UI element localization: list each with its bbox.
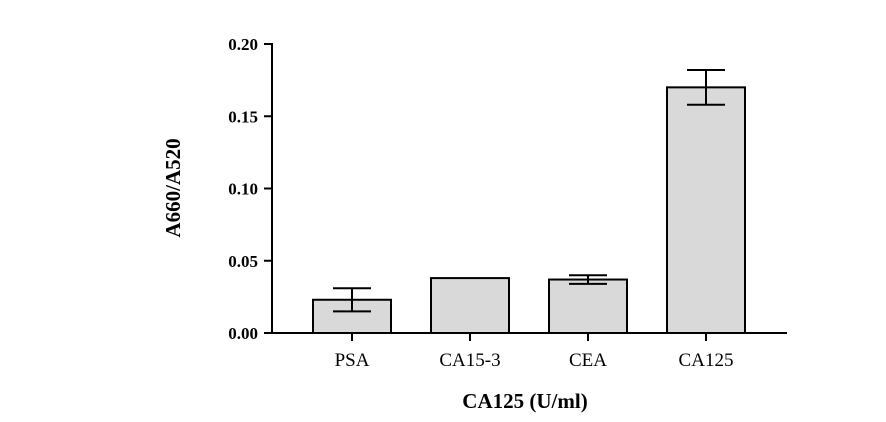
x-tick-label: PSA (335, 350, 370, 371)
y-tick-label: 0.05 (228, 252, 258, 271)
y-tick-label: 0.00 (228, 324, 258, 343)
x-axis-label: CA125 (U/ml) (462, 389, 587, 413)
x-tick-label: CA15-3 (439, 350, 500, 371)
x-tick-label: CA125 (679, 350, 734, 371)
y-tick-label: 0.10 (228, 180, 258, 199)
bar-cea (548, 278, 628, 335)
y-axis-label: A660/A520 (161, 138, 185, 237)
y-tick-label: 0.20 (228, 35, 258, 54)
y-tick-label: 0.15 (228, 107, 258, 126)
bar-ca15-3 (430, 277, 510, 334)
x-tick-label: CEA (569, 350, 607, 371)
plot-area: PSA CA15-3 CEA CA125 0.00 0.05 0.10 0.15 0.20 (228, 35, 787, 371)
bar-ca125 (666, 86, 746, 334)
